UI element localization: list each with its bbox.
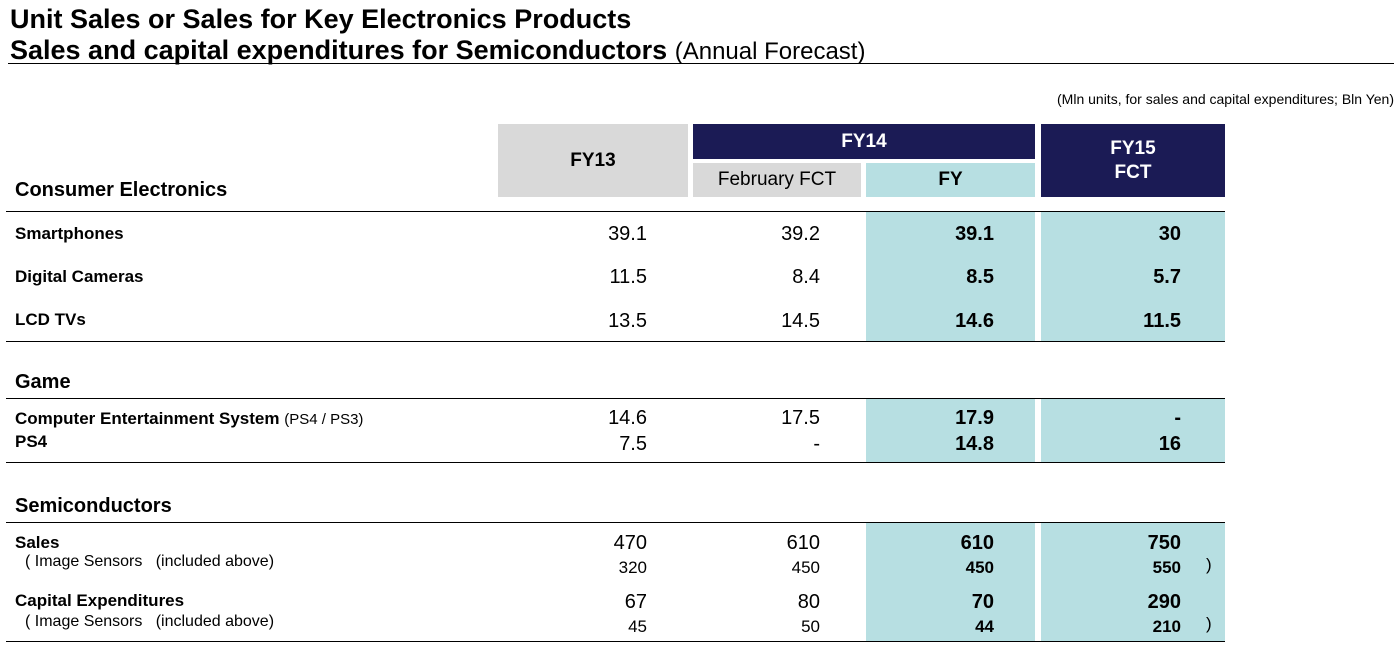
cell-sales-img-fy15: 550 [1152,558,1181,577]
close-paren-sales: ) [1206,555,1212,574]
cell-sales-img-fy13: 320 [618,558,647,577]
row-label-ces-sub: (PS4 / PS3) [284,411,364,428]
fy15-column-bg [1041,212,1225,642]
cell-cameras-fy15: 5.7 [1153,266,1181,288]
row-label-lcd-tvs: LCD TVs [15,310,86,329]
cell-capex-img-fy13: 45 [628,617,647,636]
cell-lcd-fy: 14.6 [955,310,994,332]
rule-semi-bottom [6,641,1225,642]
subtitle-note: (Annual Forecast) [674,38,866,65]
row-label-smartphones: Smartphones [15,224,124,243]
cell-cameras-fy13: 11.5 [609,266,647,288]
row-label-capex-image-sensors: ( Image Sensors (included above) [25,613,275,630]
row-label-ps4: PS4 [15,432,48,451]
cell-lcd-fy15: 11.5 [1143,310,1181,332]
header-fy14-fy: FY [866,163,1035,197]
cell-cameras-feb: 8.4 [792,266,820,288]
cell-sales-fy13: 470 [613,532,647,554]
cell-sales-fy15: 750 [1147,532,1181,554]
rule-consumer-bottom [6,341,1225,342]
title-divider [8,63,1394,64]
page-title: Unit Sales or Sales for Key Electronics … [10,4,632,34]
cell-sales-img-fy: 450 [965,558,994,577]
cell-lcd-feb: 14.5 [781,310,820,332]
rule-game-top [6,398,1225,399]
header-fy15-line1: FY15 [1110,137,1156,159]
header-fy13: FY13 [498,124,688,197]
cell-capex-feb: 80 [797,591,820,613]
units-note: (Mln units, for sales and capital expend… [1057,91,1394,107]
cell-capex-fy15: 290 [1147,591,1181,613]
cell-smartphones-fy13: 39.1 [608,223,647,245]
cell-ces-fy: 17.9 [955,407,994,429]
section-game: Game [15,371,71,393]
rule-semi-top [6,522,1225,523]
row-label-capital-expenditures: Capital Expenditures [15,591,185,610]
gap-game [860,342,1230,398]
cell-ps4-fy15: 16 [1158,433,1181,455]
cell-ces-fy15: - [1174,407,1181,429]
section-semiconductors: Semiconductors [15,495,172,517]
cell-cameras-fy: 8.5 [966,266,994,288]
cell-capex-img-feb: 50 [801,617,820,636]
cell-capex-img-fy15: 210 [1152,617,1181,636]
cell-capex-fy: 70 [971,591,994,613]
cell-ces-fy13: 14.6 [608,407,647,429]
gap-semi [860,463,1230,522]
cell-lcd-fy13: 13.5 [608,310,647,332]
subtitle-main: Sales and capital expenditures for Semic… [10,35,668,65]
row-label-sales: Sales [15,533,60,552]
page-subtitle: Sales and capital expenditures for Semic… [10,35,865,67]
cell-smartphones-fy: 39.1 [955,223,994,245]
header-fy15-fct: FY15 FCT [1041,124,1225,197]
rule-game-bottom [6,462,1225,463]
cell-ces-feb: 17.5 [781,407,820,429]
fy14-fy-column-bg [866,212,1035,642]
rule-consumer-top [6,211,1225,212]
row-label-computer-entertainment-system: Computer Entertainment System (PS4 / PS3… [15,409,364,428]
header-fy14-february-fct: February FCT [693,163,861,197]
cell-smartphones-fy15: 30 [1158,223,1181,245]
cell-capex-img-fy: 44 [975,617,994,636]
section-consumer-electronics: Consumer Electronics [15,179,228,201]
cell-ps4-fy: 14.8 [955,433,994,455]
cell-capex-fy13: 67 [624,591,647,613]
header-fy14: FY14 [693,124,1035,159]
header-fy15-line2: FCT [1114,161,1152,183]
close-paren-capex: ) [1206,614,1212,633]
cell-sales-feb: 610 [786,532,820,554]
cell-ps4-feb: - [813,433,820,455]
cell-smartphones-feb: 39.2 [781,223,820,245]
row-label-sales-image-sensors: ( Image Sensors (included above) [25,553,275,570]
cell-ps4-fy13: 7.5 [619,433,647,455]
row-label-digital-cameras: Digital Cameras [15,267,144,286]
cell-sales-fy: 610 [960,532,994,554]
cell-sales-img-feb: 450 [791,558,820,577]
